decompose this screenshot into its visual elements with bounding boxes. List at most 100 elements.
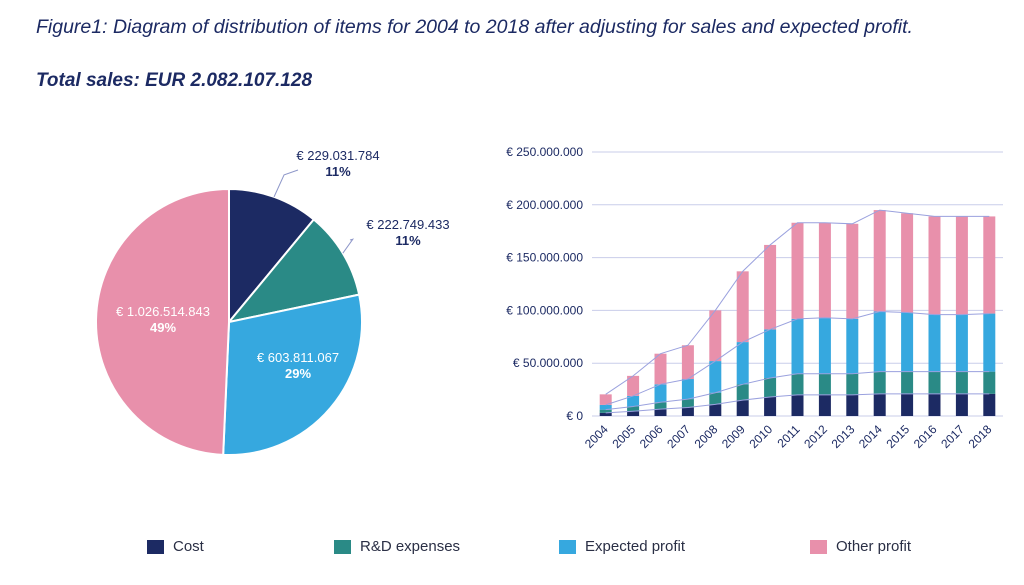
bar-segment-expected-profit: [846, 318, 859, 374]
trend-line: [605, 371, 990, 411]
bar-segment-cost: [901, 393, 914, 416]
bar-segment-other-profit: [681, 345, 694, 380]
bar-segment-r-d-expenses: [736, 384, 749, 401]
bar-segment-cost: [764, 396, 777, 416]
bar-segment-expected-profit: [709, 361, 722, 393]
x-tick-label: 2018: [966, 422, 995, 451]
bar-segment-other-profit: [654, 353, 667, 385]
bar-segment-expected-profit: [873, 311, 886, 372]
bar-segment-expected-profit: [654, 384, 667, 403]
bar-segment-other-profit: [983, 216, 996, 314]
bar-segment-r-d-expenses: [627, 406, 640, 412]
bar-segment-r-d-expenses: [791, 373, 804, 395]
x-tick-label: 2006: [637, 422, 666, 451]
pie-value-label: € 1.026.514.843: [116, 304, 210, 319]
bar-segment-cost: [627, 411, 640, 416]
bar-segment-expected-profit: [627, 395, 640, 407]
x-tick-label: 2017: [938, 422, 967, 451]
bar-segment-other-profit: [901, 213, 914, 313]
legend-swatch-other: [810, 539, 827, 554]
bar-segment-expected-profit: [736, 342, 749, 385]
bar-segment-other-profit: [627, 375, 640, 396]
legend-item-rnd: R&D expenses: [334, 538, 460, 555]
total-sales: Total sales: EUR 2.082.107.128: [36, 70, 313, 91]
bar-segment-other-profit: [928, 216, 941, 315]
x-tick-label: 2014: [856, 422, 885, 451]
pie-slice-r-d-expenses: [226, 218, 361, 324]
bar-segment-cost: [928, 393, 941, 416]
bar-segment-expected-profit: [955, 314, 968, 372]
bar-segment-r-d-expenses: [654, 402, 667, 410]
pie-percent-label: 29%: [285, 366, 311, 381]
legend-swatch-cost: [147, 539, 164, 554]
bar-segment-r-d-expenses: [873, 371, 886, 394]
bar-segment-other-profit: [709, 310, 722, 362]
y-tick-label: € 100.000.000: [506, 303, 583, 317]
y-tick-label: € 0: [566, 409, 583, 423]
stacked-bar-chart: € 250.000.000 € 200.000.000 € 150.000.000 €…: [506, 145, 1003, 451]
legend-swatch-expected: [559, 539, 576, 554]
bar-segment-other-profit: [818, 222, 831, 318]
x-tick-label: 2016: [911, 422, 940, 451]
bar-segment-r-d-expenses: [983, 371, 996, 394]
x-tick-label: 2010: [746, 422, 775, 451]
bar-segment-expected-profit: [764, 329, 777, 378]
bar-segment-expected-profit: [928, 314, 941, 372]
bar-segment-other-profit: [736, 271, 749, 343]
legend-label-other: Other profit: [836, 538, 912, 555]
trend-line: [605, 310, 990, 406]
x-tick-label: 2012: [801, 422, 830, 451]
bar-segment-other-profit: [955, 216, 968, 315]
bar-segment-r-d-expenses: [764, 377, 777, 397]
pie-leader-line: [342, 238, 355, 254]
bar-segment-expected-profit: [681, 379, 694, 400]
bar-segment-r-d-expenses: [928, 371, 941, 394]
bar-segment-other-profit: [764, 244, 777, 330]
x-tick-label: 2013: [829, 422, 858, 451]
pie-leader-line: [273, 169, 299, 198]
legend-item-expected: Expected profit: [559, 538, 685, 555]
bar-segment-expected-profit: [983, 313, 996, 372]
bar-segment-r-d-expenses: [599, 409, 612, 413]
x-tick-label: 2005: [609, 422, 638, 451]
bar-segment-cost: [681, 407, 694, 416]
pie-slice-other-profit: [95, 187, 230, 456]
bar-segment-r-d-expenses: [709, 392, 722, 405]
bar-segment-other-profit: [846, 223, 859, 319]
bar-segment-other-profit: [791, 222, 804, 319]
y-tick-label: € 250.000.000: [506, 145, 583, 159]
bar-segment-cost: [791, 394, 804, 416]
bar-segment-cost: [599, 412, 612, 416]
y-tick-label: € 50.000.000: [513, 356, 583, 370]
pie-slice-expected-profit: [222, 293, 363, 456]
legend-label-cost: Cost: [173, 538, 204, 555]
legend-swatch-rnd: [334, 539, 351, 554]
bar-segment-cost: [654, 409, 667, 416]
legend: Cost R&D expenses Expected profit Other …: [0, 538, 1024, 562]
bar-segment-expected-profit: [791, 318, 804, 374]
x-tick-label: 2004: [582, 422, 611, 451]
bar-segment-r-d-expenses: [846, 373, 859, 395]
bar-segment-r-d-expenses: [955, 371, 968, 394]
bar-segment-other-profit: [873, 210, 886, 312]
pie-percent-label: 11%: [395, 233, 421, 248]
bar-segment-expected-profit: [818, 317, 831, 374]
bar-segment-other-profit: [599, 394, 612, 405]
y-tick-label: € 200.000.000: [506, 198, 583, 212]
bar-segment-r-d-expenses: [901, 371, 914, 394]
bar-segment-cost: [955, 393, 968, 416]
x-tick-label: 2009: [719, 422, 748, 451]
pie-value-label: € 222.749.433: [366, 217, 449, 232]
bar-segment-cost: [983, 393, 996, 416]
x-tick-label: 2011: [774, 422, 802, 450]
y-tick-label: € 150.000.000: [506, 251, 583, 265]
pie-value-label: € 229.031.784: [296, 148, 379, 163]
bar-segment-cost: [846, 394, 859, 416]
bar-segment-expected-profit: [599, 404, 612, 410]
bar-segment-cost: [818, 394, 831, 416]
pie-percent-label: 49%: [150, 320, 176, 335]
bar-segment-cost: [873, 393, 886, 416]
bar-segment-r-d-expenses: [681, 399, 694, 408]
